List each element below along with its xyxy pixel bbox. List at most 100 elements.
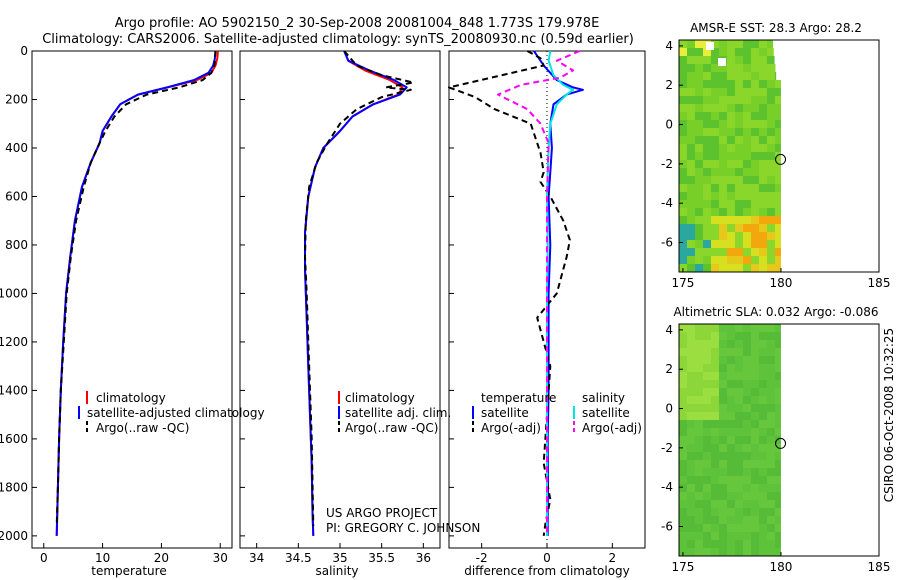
heatmap-cell (703, 356, 711, 364)
heatmap-cell (743, 88, 751, 96)
heatmap-cell (719, 248, 727, 256)
heatmap-cell (743, 128, 751, 136)
heatmap-cell (695, 460, 703, 468)
x-tick-label: 34 (249, 551, 264, 565)
heatmap-cell (751, 340, 759, 348)
heatmap-cell (679, 128, 687, 136)
heatmap-cell (687, 460, 695, 468)
heatmap-cell (759, 548, 767, 556)
heatmap-cell (695, 88, 703, 96)
heatmap-cell (727, 224, 735, 232)
heatmap-cell (743, 380, 751, 388)
heatmap-cell (767, 540, 775, 548)
heatmap-cell (767, 216, 775, 224)
heatmap-cell (711, 48, 719, 56)
heatmap-cell (711, 104, 719, 112)
heatmap-cell (695, 64, 703, 72)
heatmap-cell (727, 524, 735, 532)
heatmap-cell (759, 64, 767, 72)
heatmap-cell (735, 160, 743, 168)
heatmap-cell (775, 324, 781, 332)
heatmap-cell (719, 356, 727, 364)
heatmap-cell (735, 324, 743, 332)
x-tick-label: 35.5 (368, 551, 395, 565)
heatmap-cell (751, 548, 759, 556)
heatmap-cell (711, 96, 719, 104)
sla-heatmap-cells (679, 324, 781, 556)
heatmap-cell (727, 548, 735, 556)
heatmap-cell (695, 532, 703, 540)
pi-credit: PI: GREGORY C. JOHNSON (326, 521, 480, 535)
salinity-ticks: 34 34.5 35 35.5 36 (240, 50, 431, 565)
heatmap-cell (775, 264, 781, 272)
heatmap-cell (775, 208, 781, 216)
heatmap-cell (767, 192, 775, 200)
figure-title-line2: Climatology: CARS2006. Satellite-adjuste… (42, 32, 634, 47)
heatmap-cell (751, 476, 759, 484)
heatmap-cell (687, 136, 695, 144)
x-tick-label: 34.5 (285, 551, 312, 565)
heatmap-cell (759, 184, 767, 192)
heatmap-cell (711, 420, 719, 428)
heatmap-cell (719, 524, 727, 532)
heatmap-cell (735, 64, 743, 72)
heatmap-cell (759, 96, 767, 104)
heatmap-cell (751, 532, 759, 540)
heatmap-cell (759, 532, 767, 540)
heatmap-cell (687, 508, 695, 516)
heatmap-cell (727, 396, 735, 404)
heatmap-cell (767, 364, 775, 372)
heatmap-cell (767, 532, 775, 540)
heatmap-cell (711, 348, 719, 356)
heatmap-cell (703, 232, 711, 240)
series-line-temperature-argo-adj- (448, 50, 571, 537)
heatmap-cell (695, 136, 703, 144)
heatmap-cell (719, 484, 727, 492)
heatmap-cell (695, 508, 703, 516)
heatmap-cell (767, 208, 775, 216)
heatmap-cell (727, 48, 735, 56)
heatmap-cell (735, 224, 743, 232)
sst-heatmap-cells (679, 40, 781, 272)
heatmap-cell (695, 452, 703, 460)
heatmap-cell (759, 104, 767, 112)
heatmap-cell (735, 532, 743, 540)
heatmap-cell (711, 444, 719, 452)
heatmap-cell (703, 548, 711, 556)
heatmap-cell (719, 48, 727, 56)
legend-label-sal-argo: Argo(-adj) (582, 421, 642, 435)
heatmap-cell (759, 232, 767, 240)
heatmap-cell (695, 348, 703, 356)
heatmap-cell (775, 364, 781, 372)
heatmap-cell (711, 380, 719, 388)
heatmap-cell (775, 104, 781, 112)
heatmap-cell (719, 444, 727, 452)
heatmap-cell (703, 248, 711, 256)
heatmap-cell (703, 184, 711, 192)
heatmap-cell (711, 120, 719, 128)
heatmap-cell (679, 192, 687, 200)
heatmap-cell (759, 264, 767, 272)
y-tick-label: 2 (665, 78, 673, 92)
heatmap-cell (695, 356, 703, 364)
heatmap-cell (719, 404, 727, 412)
heatmap-cell (703, 208, 711, 216)
heatmap-cell (759, 112, 767, 120)
heatmap-cell (735, 548, 743, 556)
heatmap-cell (759, 160, 767, 168)
difference-xlabel: difference from climatology (464, 564, 630, 578)
heatmap-cell (767, 524, 775, 532)
temperature-ticks: 0 10 20 30 0 200 400 600 800 1000 1200 1400 1600 1800… (0, 44, 228, 565)
heatmap-cell (743, 72, 751, 80)
heatmap-cell (751, 56, 759, 64)
heatmap-cell (735, 540, 743, 548)
heatmap-cell (767, 324, 775, 332)
series-line-salinity-argo-adj- (497, 50, 581, 536)
heatmap-cell (711, 152, 719, 160)
heatmap-cell (703, 64, 711, 72)
heatmap-cell (695, 380, 703, 388)
heatmap-cell (711, 264, 719, 272)
heatmap-cell (727, 168, 735, 176)
heatmap-cell (767, 48, 774, 56)
heatmap-cell (711, 412, 719, 420)
